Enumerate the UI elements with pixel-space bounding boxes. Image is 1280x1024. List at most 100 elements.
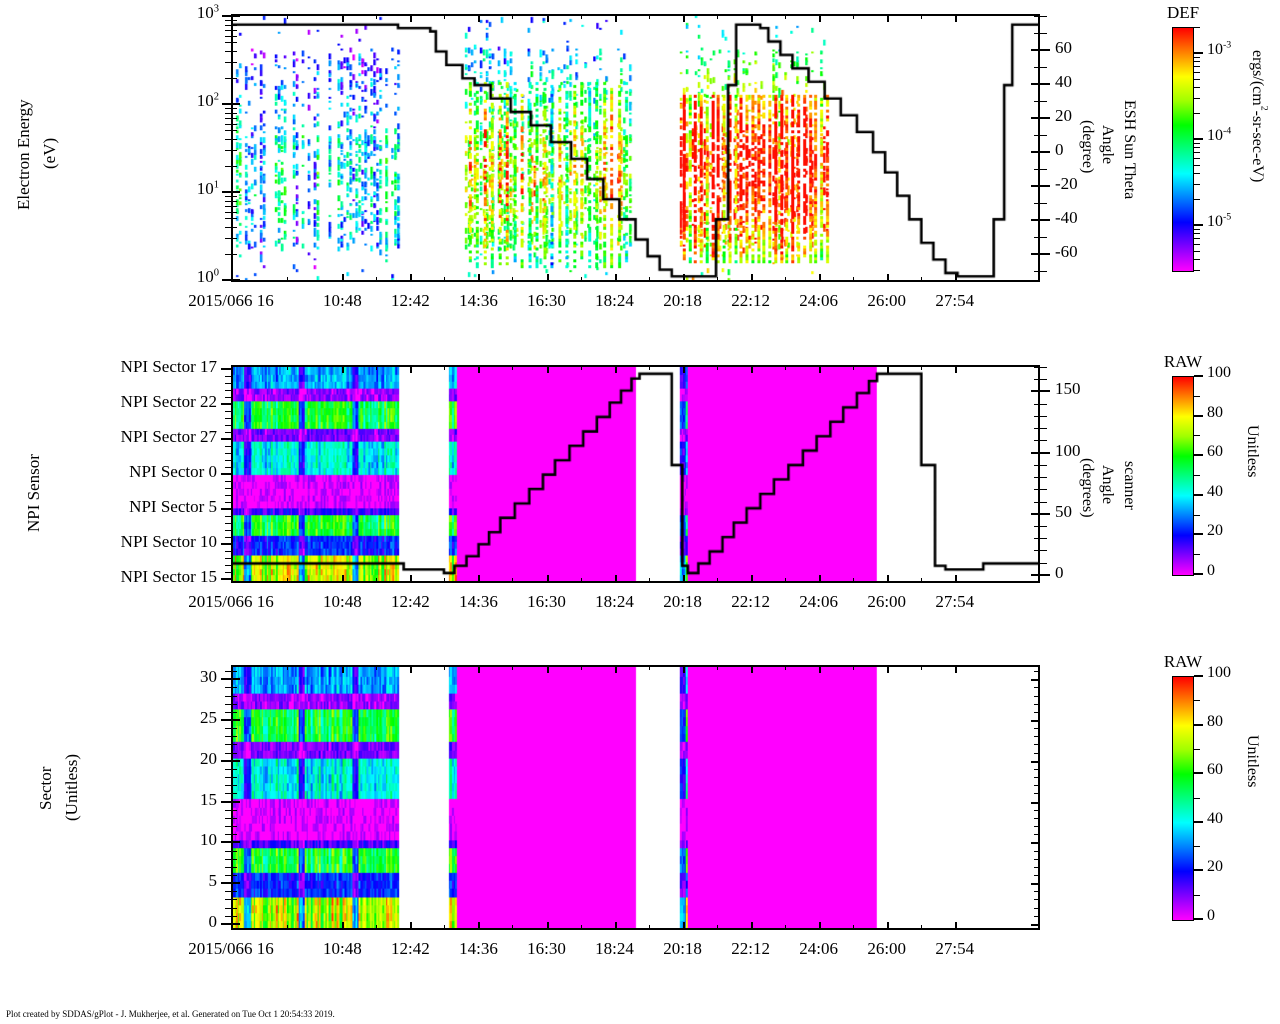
colorbar-tick	[1194, 820, 1203, 823]
panel2-plot-frame[interactable]	[231, 365, 1040, 583]
xtick-label-1-1: 10:48	[323, 592, 362, 611]
colorbar-tick	[1194, 414, 1203, 417]
panel2-right-minor	[1040, 403, 1047, 405]
ytick-minor	[225, 35, 231, 37]
colorbar-minor	[1194, 514, 1200, 516]
panel3-ytick-in	[231, 678, 240, 681]
panel2-ytick-minor	[225, 376, 231, 377]
panel3-ytick-minor	[225, 744, 231, 746]
panel2-colorbar-unit: Unitless	[1244, 425, 1261, 478]
panel2-right-tick	[1040, 451, 1050, 454]
colorbar-minor	[1194, 250, 1200, 252]
panel2-ytick-label-1: NPI Sector 22	[120, 392, 217, 411]
ytick-major-in	[231, 279, 240, 281]
axis-tick	[512, 665, 514, 670]
xtick-label-2-1: 10:48	[323, 939, 362, 958]
panel2-right-tick	[1040, 390, 1050, 393]
colorbar-minor	[1194, 435, 1200, 437]
axis-tick	[818, 575, 821, 583]
axis-tick	[286, 925, 288, 930]
ytick-minor	[225, 200, 231, 202]
ytick-minor-in	[231, 200, 237, 202]
panel2-right-minor-in	[1034, 562, 1040, 564]
axis-tick	[920, 277, 922, 282]
panel3-ytick-label-4: 10	[200, 830, 217, 850]
panel2-right-minor-in	[1034, 428, 1040, 430]
panel2-ytick-minor	[225, 523, 231, 524]
ytick-minor-in	[231, 196, 237, 198]
panel3-ytick	[221, 759, 231, 762]
panel3-right-tick	[1031, 883, 1040, 886]
panel2-right-ylabel-angle: Angle	[1099, 465, 1116, 505]
panel1-right-tick	[1040, 185, 1050, 188]
colorbar-minor	[1194, 270, 1200, 271]
panel3-ytick-minor-in	[231, 834, 237, 836]
panel2-ytick-minor	[225, 551, 231, 552]
panel1-ylabel-units: (eV)	[40, 137, 59, 169]
axis-tick	[818, 365, 821, 373]
ytick-minor-in	[231, 42, 237, 44]
panel3-ytick-minor-in	[231, 736, 237, 738]
axis-tick	[750, 365, 753, 373]
panel1-plot-frame[interactable]	[231, 14, 1040, 282]
panel2-right-ytick-label-3: 0	[1055, 562, 1064, 582]
panel2-ytick-minor	[225, 558, 231, 559]
panel3-plot-frame[interactable]	[231, 665, 1040, 930]
axis-tick	[376, 365, 378, 370]
panel1-right-minor	[1040, 101, 1047, 103]
colorbar-minor	[1194, 748, 1200, 750]
panel3-right-tick	[1031, 801, 1040, 804]
axis-tick	[376, 925, 378, 930]
axis-tick	[231, 922, 233, 930]
axis-tick	[648, 925, 650, 930]
panel3-ytick-label-3: 15	[200, 789, 217, 809]
axis-tick	[286, 578, 288, 583]
colorbar-minor	[1194, 797, 1200, 799]
panel3-ytick-minor-in	[231, 752, 237, 754]
panel3-ytick-label-5: 5	[208, 871, 218, 891]
xtick-label-2-10: 27:54	[935, 939, 975, 958]
colorbar-tick-label-1-3: 40	[1207, 482, 1223, 500]
panel3-ytick-label-2: 20	[200, 748, 217, 768]
panel2-ytick	[221, 473, 231, 475]
panel2-right-minor	[1040, 415, 1047, 417]
panel3-right-tick	[1034, 744, 1040, 746]
colorbar-minor	[1194, 259, 1200, 261]
panel3-ytick	[221, 841, 231, 844]
panel1-right-tick	[1040, 83, 1050, 86]
panel1-right-tick	[1040, 117, 1050, 120]
panel1-right-tick	[1040, 49, 1050, 52]
panel3-ytick	[221, 719, 231, 722]
panel2-ytick-label-4: NPI Sector 5	[129, 497, 217, 516]
panel1-right-minor-in	[1034, 135, 1040, 137]
axis-tick	[444, 578, 446, 583]
ytick-major-in	[231, 103, 240, 105]
panel3-right-tick	[1034, 899, 1040, 901]
xtick-label-0-9: 26:00	[867, 291, 907, 310]
axis-tick	[410, 922, 413, 930]
panel2-colorbar	[1172, 376, 1194, 576]
panel2-ytick	[221, 438, 231, 440]
axis-tick	[580, 665, 582, 670]
panel3-right-tick	[1034, 671, 1040, 673]
panel3-right-tick	[1034, 736, 1040, 738]
ytick-minor-in	[231, 123, 237, 125]
axis-tick	[852, 578, 854, 583]
colorbar-minor	[1194, 238, 1200, 240]
axis-tick	[784, 14, 786, 19]
colorbar-minor	[1194, 61, 1200, 63]
panel1-colorbar-title: DEF	[1166, 3, 1200, 22]
xtick-label-2-6: 20:18	[663, 939, 702, 958]
colorbar-minor	[1194, 87, 1200, 89]
xtick-label-1-7: 22:12	[731, 592, 770, 611]
axis-tick	[750, 274, 753, 282]
panel3-colorbar-unit: Unitless	[1244, 735, 1261, 788]
axis-tick	[231, 274, 233, 282]
axis-tick	[852, 14, 854, 19]
panel3-ytick-minor	[225, 736, 231, 738]
ytick-minor	[225, 238, 231, 239]
colorbar-minor	[1194, 233, 1200, 235]
panel3-ytick-minor-in	[231, 891, 237, 893]
axis-tick	[886, 922, 889, 930]
ytick-minor	[225, 218, 231, 220]
